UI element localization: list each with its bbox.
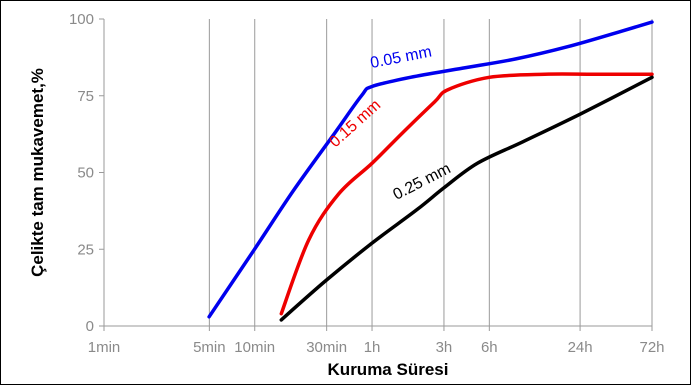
x-tick-label: 24h [568,339,593,356]
series-group [207,20,654,322]
x-tick-label: 30min [306,339,347,356]
tick-labels: 1min 5min 10min 30min 1h 3h 6h 24h 72h 0 25 50 75 100 [69,11,665,356]
x-tick-label: 3h [436,339,453,356]
series-label: 0.05 mm [369,43,433,72]
x-axis-title: Kuruma Süresi [328,360,449,379]
x-tick-label: 1min [88,339,121,356]
x-tick-label: 1h [364,339,381,356]
y-tick-label: 0 [86,318,94,335]
series-labels: 0.05 mm0.15 mm0.25 mm [327,43,454,203]
series-line-0-25mm [279,75,654,322]
x-tick-label: 5min [193,339,226,356]
y-tick-label: 75 [77,88,94,105]
y-axis-title: Çelikte tam mukavemet,% [28,68,47,277]
axes [99,18,653,331]
x-tick-label: 10min [234,339,275,356]
series-line-0-15mm [279,72,654,316]
y-tick-label: 25 [77,241,94,258]
y-tick-label: 50 [77,165,94,182]
x-tick-label: 6h [481,339,498,356]
x-tick-label: 72h [639,339,664,356]
series-line-0-05mm [207,20,654,319]
y-tick-label: 100 [69,11,94,28]
